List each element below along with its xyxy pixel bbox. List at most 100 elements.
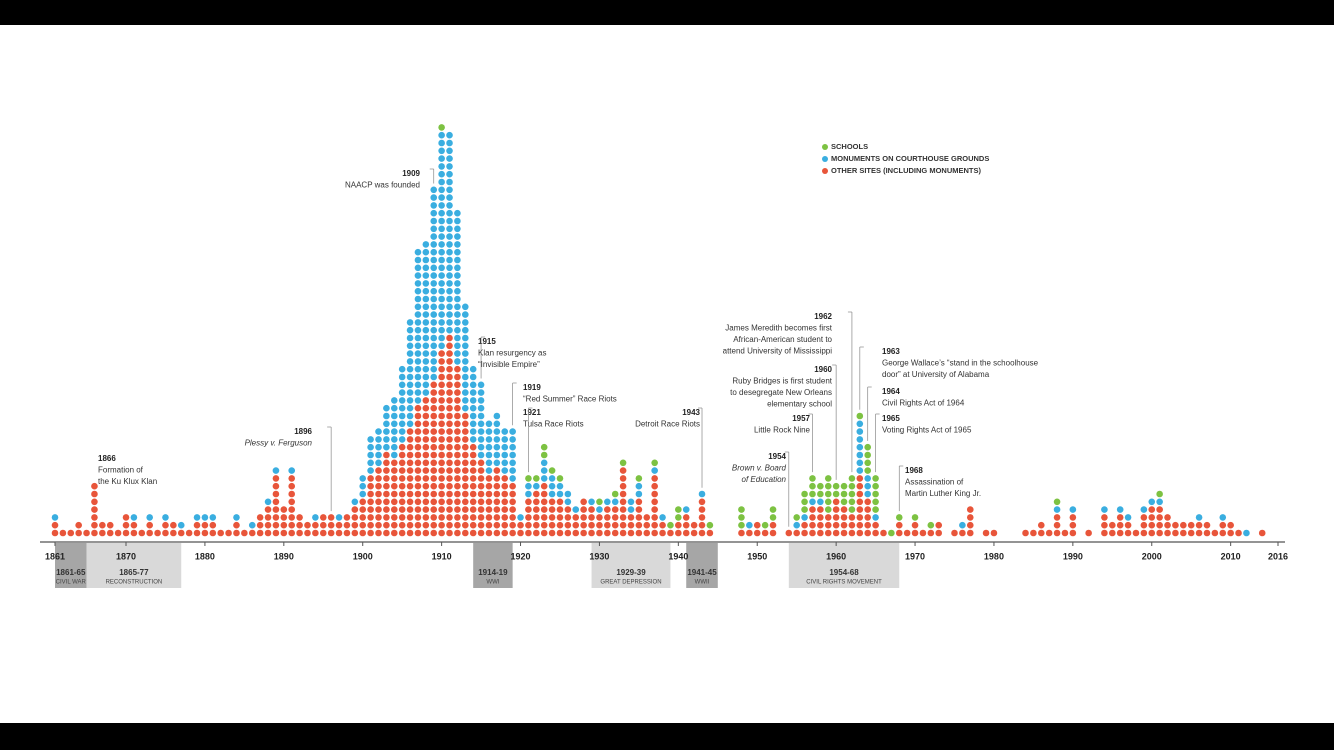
dot-segment [248,521,256,529]
dot [438,303,445,311]
dot [548,529,556,537]
dot [383,498,390,506]
dot [454,373,461,381]
dot [856,443,864,451]
dot [761,521,769,529]
dot [1180,521,1187,529]
dot [611,490,619,498]
dot [793,529,800,537]
dot [848,514,856,521]
dot [398,436,406,443]
dot [130,529,138,537]
dot [651,498,658,506]
dot [580,506,587,513]
dot [201,529,209,537]
dot [454,436,461,443]
dot [619,490,627,498]
dot [604,521,611,529]
dot [690,521,698,529]
dot [454,334,461,342]
period-band [86,543,182,588]
dot [454,389,461,396]
dot-segment [312,514,319,521]
dot [367,498,374,506]
dot [485,467,493,474]
dot [856,482,864,490]
dot [801,521,808,529]
dot [698,529,706,537]
dot [469,412,477,420]
dot [398,443,406,451]
dot [469,373,477,381]
dot [469,521,477,529]
dot [769,514,777,521]
dot [359,514,367,521]
dot [461,428,469,435]
dot [509,451,516,459]
dot [817,521,824,529]
dot-segment [927,521,935,529]
dot [493,428,501,435]
dot [651,482,658,490]
period-band [686,543,718,588]
dot [1164,529,1171,537]
dot-segment [840,482,848,506]
dot [619,459,627,467]
dot [872,475,879,482]
dot [430,420,438,428]
dot-segment [919,529,927,537]
dot [430,490,438,498]
annotation-year: 1915 [478,337,496,346]
dot [1030,529,1037,537]
dot [493,412,501,420]
dot [469,514,477,521]
dot [1045,529,1053,537]
dot [454,264,461,272]
dot [390,521,398,529]
dot [501,475,509,482]
dot [1101,521,1108,529]
annotation-text: George Wallace’s “stand in the schoolhou… [882,359,1039,368]
dot [872,490,879,498]
dot [959,529,966,537]
dot [406,365,414,373]
dot [430,475,438,482]
dot [351,521,359,529]
dot [659,529,666,537]
dot [461,475,469,482]
dot [454,295,461,303]
dot [872,529,879,537]
dot [572,514,580,521]
dot [438,365,445,373]
dot [406,319,414,326]
dot [469,397,477,404]
annotation-year: 1964 [882,387,900,396]
dot-segment [698,498,706,537]
dot [864,482,872,490]
dot-segment [454,209,461,365]
dot [533,490,540,498]
dot-segment [509,482,516,537]
dot-segment [67,529,75,537]
dot [398,428,406,435]
dot [1069,506,1077,513]
dot [193,521,201,529]
dot [864,514,872,521]
dot-segment [1195,521,1203,537]
dot-segment [990,529,998,537]
dot-segment [832,482,840,498]
dot [406,350,414,357]
dot-segment [1069,514,1077,537]
dot [438,131,445,139]
dot [501,498,509,506]
dot [430,256,438,264]
dot [430,202,438,209]
dot [461,373,469,381]
dot [185,529,193,537]
dot [446,443,453,451]
dot [375,443,382,451]
dot [1037,521,1045,529]
dot [477,498,485,506]
dot [390,482,398,490]
dot [635,475,643,482]
